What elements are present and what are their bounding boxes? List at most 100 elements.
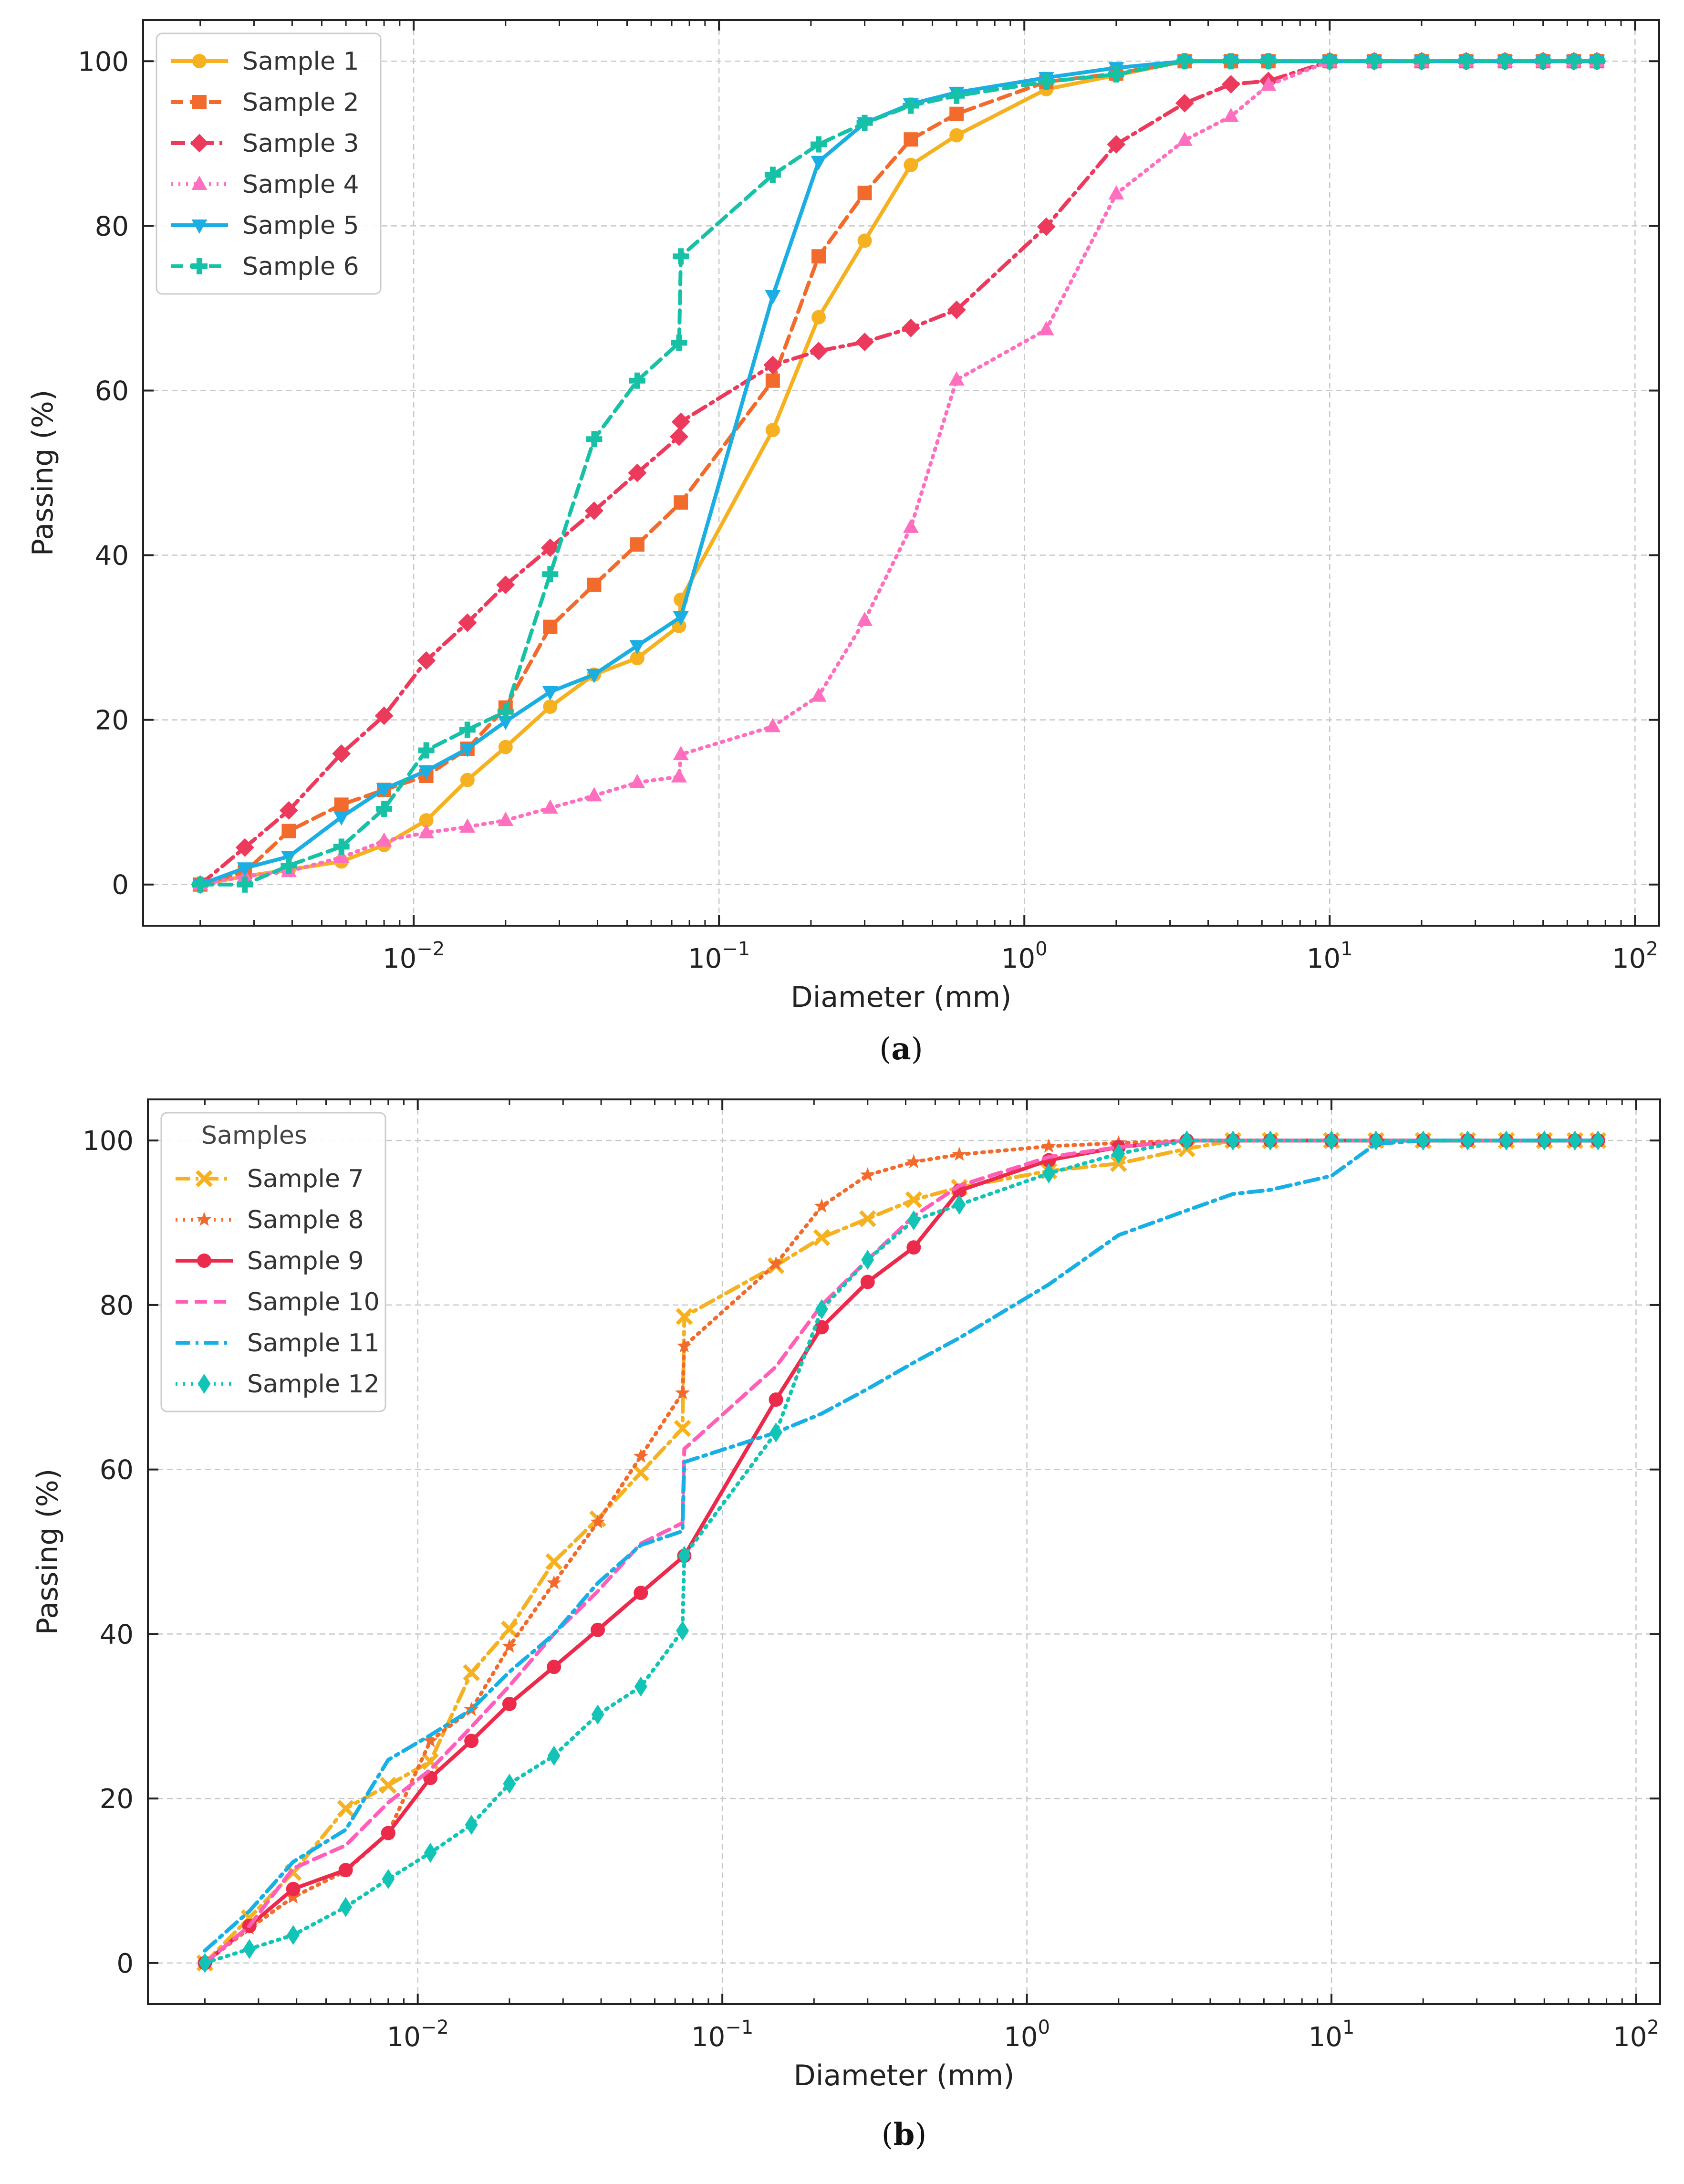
data-point <box>765 290 781 305</box>
data-point <box>498 716 514 731</box>
x-tick-label: 101 <box>1307 938 1353 974</box>
data-point <box>949 128 964 143</box>
panel-label: (a) <box>879 1031 923 1067</box>
data-point <box>192 876 208 893</box>
minor-ticks <box>204 1099 1623 2004</box>
data-point <box>1221 75 1240 94</box>
data-point <box>906 1240 921 1255</box>
data-point <box>1038 73 1055 90</box>
data-point <box>542 566 559 583</box>
legend-label: Sample 10 <box>247 1288 380 1317</box>
legend-entry: Sample 6 <box>171 252 359 281</box>
data-point <box>764 167 781 183</box>
legend-marker <box>192 95 207 109</box>
data-point <box>765 423 780 438</box>
data-point <box>1260 53 1277 70</box>
legend-entry: Sample 9 <box>176 1247 364 1275</box>
legend-marker <box>191 219 208 234</box>
legend-entry: Sample 5 <box>171 211 359 240</box>
data-point <box>376 783 392 798</box>
y-tick-label: 0 <box>112 870 129 901</box>
series-sample-12 <box>198 1130 1605 1973</box>
data-point <box>677 1546 691 1566</box>
data-point <box>1499 1130 1513 1151</box>
data-point <box>459 721 476 738</box>
legend-marker <box>190 134 209 153</box>
legend-marker <box>191 258 208 274</box>
data-point <box>503 1774 516 1794</box>
x-tick-label: 10−1 <box>688 938 750 974</box>
data-point <box>465 1815 478 1835</box>
legend-label: Sample 12 <box>247 1370 380 1399</box>
data-point <box>948 87 965 104</box>
data-point <box>1223 53 1239 70</box>
x-tick-label: 100 <box>1004 2017 1050 2053</box>
data-point <box>502 1696 517 1711</box>
legend-label: Sample 1 <box>242 47 359 76</box>
data-point <box>630 651 644 666</box>
data-point <box>769 1392 783 1407</box>
data-point <box>857 233 872 248</box>
data-point <box>542 799 558 814</box>
data-point <box>333 848 350 863</box>
data-point <box>901 318 920 337</box>
data-point <box>287 1925 300 1945</box>
x-tick-label: 10−2 <box>387 2017 449 2053</box>
data-point <box>860 1275 875 1289</box>
x-tick-label: 100 <box>1001 938 1048 974</box>
data-point <box>763 355 782 375</box>
data-point <box>243 1939 256 1959</box>
data-point <box>424 1842 437 1863</box>
data-point <box>545 1553 563 1570</box>
data-point <box>337 1799 354 1817</box>
data-point <box>629 372 645 389</box>
legend-marker <box>196 1170 213 1187</box>
legend-label: Sample 2 <box>242 88 359 117</box>
data-point <box>765 718 781 732</box>
legend-entry: Sample 3 <box>171 129 359 158</box>
data-point <box>1264 1130 1277 1151</box>
data-point <box>376 800 393 817</box>
data-point <box>809 342 828 361</box>
data-point <box>587 577 602 592</box>
data-point <box>496 575 515 595</box>
data-point <box>1538 1130 1551 1151</box>
data-point <box>464 1734 479 1748</box>
data-point <box>813 1229 831 1246</box>
data-point <box>1535 53 1551 70</box>
data-point <box>1366 53 1383 70</box>
data-point <box>676 1620 689 1641</box>
legend-entry: Sample 10 <box>176 1288 380 1317</box>
data-point <box>423 1733 438 1747</box>
panel-a: 0 20 40 60 80 100 10−2 10−1 100 101 102 Diameter (m… <box>26 19 1660 1067</box>
data-point <box>674 1420 691 1437</box>
legend-label: Sample 6 <box>242 252 359 281</box>
data-point <box>285 1889 301 1904</box>
y-tick-label: 40 <box>100 1619 134 1650</box>
legend-entry: Sample 12 <box>176 1370 380 1399</box>
data-point <box>281 824 296 838</box>
x-tick-label: 101 <box>1309 2017 1355 2053</box>
data-point <box>501 1620 518 1638</box>
data-point <box>418 765 435 780</box>
legend-box <box>160 1112 386 1412</box>
data-point <box>671 768 687 783</box>
legend-marker <box>197 1212 212 1226</box>
legend-entry: Sample 8 <box>176 1206 364 1234</box>
x-tick-label: 10−2 <box>383 938 445 974</box>
data-point <box>586 669 602 683</box>
data-point <box>669 427 688 446</box>
data-point <box>1589 53 1605 70</box>
data-point <box>814 1320 829 1335</box>
y-axis-title: Passing (%) <box>26 390 60 556</box>
legend-label: Sample 3 <box>242 129 359 158</box>
data-point <box>632 1464 650 1482</box>
data-point <box>633 1448 648 1463</box>
legend-marker <box>192 54 207 68</box>
data-point <box>629 640 645 655</box>
plot-area <box>148 1099 1660 2004</box>
data-point <box>859 1210 876 1227</box>
y-tick-label: 100 <box>78 46 129 77</box>
data-point <box>1112 1143 1125 1164</box>
data-point <box>381 1826 395 1840</box>
